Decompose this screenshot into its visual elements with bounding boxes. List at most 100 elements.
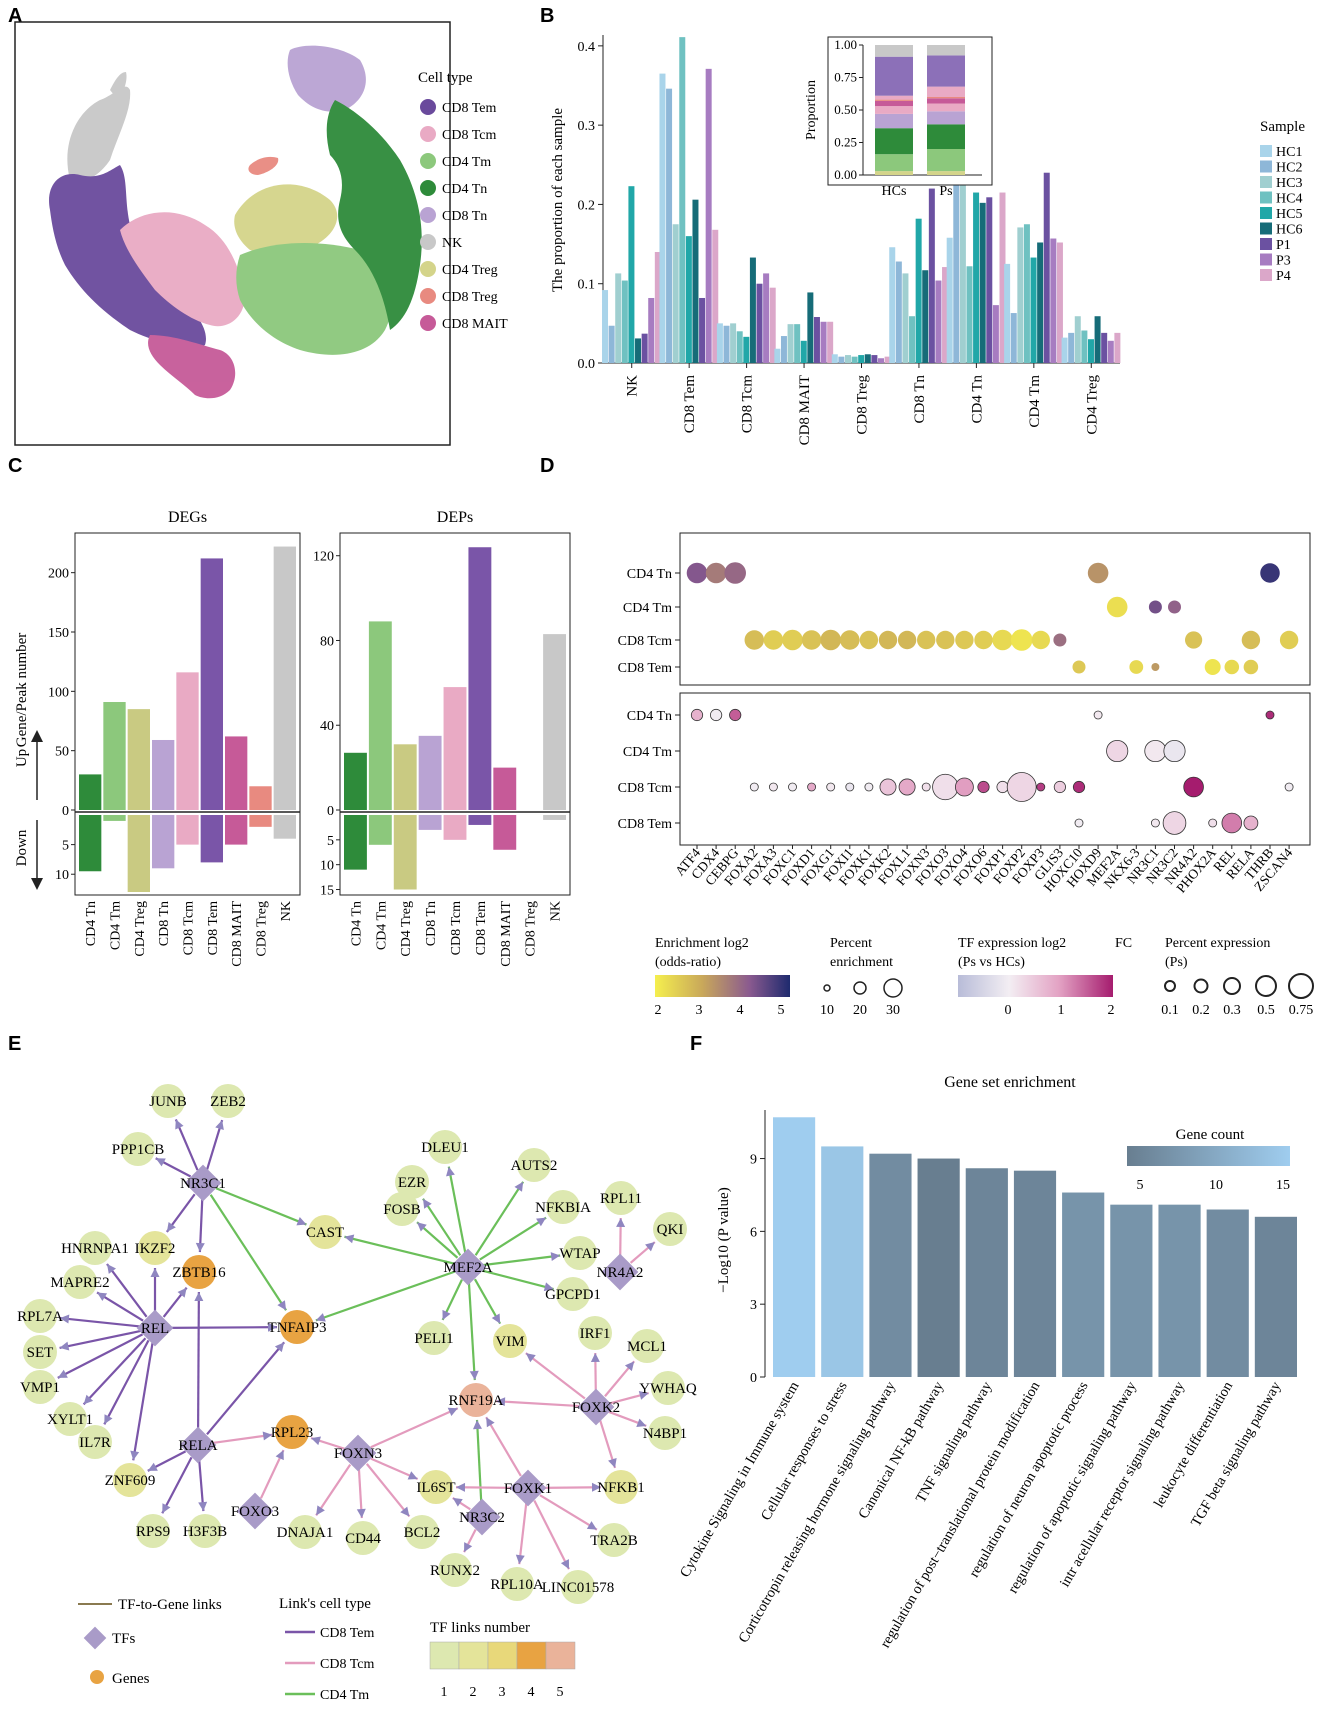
c-xtick-label: CD4 Treg — [133, 901, 148, 957]
f-bar — [773, 1117, 816, 1377]
network-gene-node — [405, 1515, 439, 1549]
d-expr-dot — [1072, 780, 1086, 794]
network-edge — [196, 1291, 200, 1432]
network-gene-node — [275, 1415, 309, 1449]
c-xtick-label: CD8 Tcm — [182, 901, 197, 955]
d-leg-pe-circle — [1164, 980, 1176, 992]
d-expr-dot — [898, 778, 916, 796]
b-legend-label: HC3 — [1276, 176, 1302, 191]
cluster-cd4-tn — [326, 100, 422, 330]
b-legend-swatch — [1260, 222, 1272, 235]
cell-type-legend-title: Cell type — [418, 70, 473, 86]
f-legend-tick: 5 — [1137, 1178, 1144, 1193]
network-arrowhead — [344, 1234, 355, 1244]
network-arrowhead — [543, 1282, 554, 1292]
network-gene-node — [23, 1335, 57, 1369]
inset-stack — [875, 171, 913, 175]
c-down-bar — [543, 815, 566, 820]
cluster-cd4-treg — [234, 184, 338, 254]
network-gene-node — [517, 1148, 551, 1182]
network-node-label: WTAP — [559, 1246, 600, 1262]
network-edge — [481, 1254, 561, 1267]
network-node-label: TNFAIP3 — [268, 1320, 327, 1336]
b-bar — [878, 358, 884, 363]
b-bar — [845, 355, 851, 363]
c-ytick-label: 10 — [320, 859, 334, 874]
network-arrowhead — [162, 1503, 171, 1514]
network-arrowhead — [645, 1242, 655, 1252]
d-enrich-dot — [1260, 563, 1280, 583]
b-bar — [608, 325, 615, 363]
network-edge — [370, 1407, 459, 1449]
c-xtick-label: CD8 Treg — [524, 901, 539, 957]
d-expr-dot — [1106, 739, 1129, 763]
c-down-bar — [344, 815, 367, 870]
d-leg-tf-tick: 1 — [1058, 1003, 1065, 1018]
c-frame — [74, 532, 301, 896]
d-expr-dot — [1208, 818, 1218, 828]
b-bar — [628, 186, 635, 363]
network-node-label: ZNF609 — [105, 1473, 156, 1489]
b-legend-swatch — [1260, 160, 1272, 173]
d-leg-enrich-bar — [655, 975, 790, 997]
network-gene-node — [561, 1570, 595, 1604]
network-node-label: NR3C2 — [459, 1510, 505, 1526]
network-node-label: REL — [141, 1321, 169, 1337]
b-bar — [902, 273, 909, 363]
inset-stack — [875, 100, 913, 107]
c-up-bar — [543, 634, 566, 810]
network-node-label: FOXO3 — [231, 1504, 279, 1520]
b-bar — [621, 280, 628, 363]
b-bar — [780, 336, 787, 363]
d-expr-dot — [1221, 812, 1243, 834]
e-legend-tfs: TFs — [112, 1631, 136, 1647]
d-row-label: CD8 Tcm — [618, 781, 672, 796]
network-gene-node — [428, 1130, 462, 1164]
f-bar — [1110, 1204, 1153, 1377]
f-ytick-label: 3 — [750, 1298, 757, 1313]
network-gene-node — [138, 1231, 172, 1265]
d-expr-dot — [1144, 739, 1167, 763]
legend-label: CD8 Tem — [442, 101, 496, 116]
c-ytick-label: 40 — [320, 719, 334, 734]
network-node-label: HNRNPA1 — [61, 1241, 129, 1257]
network-node-label: GPCPD1 — [545, 1287, 601, 1303]
e-legend-tflinks-tick: 5 — [557, 1685, 564, 1700]
network-edge — [161, 1456, 193, 1514]
network-node-label: FOXN3 — [334, 1446, 382, 1462]
b-bar — [794, 324, 801, 363]
d-enrich-dot — [1167, 600, 1182, 614]
cluster-nk-tail — [110, 72, 127, 100]
network-arrowhead — [267, 1322, 278, 1332]
cluster-cd8-mait — [148, 335, 236, 399]
network-edge — [518, 1501, 528, 1565]
c-down-bar — [418, 815, 442, 830]
network-gene-node — [346, 1521, 380, 1555]
network-node-label: FOXK2 — [572, 1400, 620, 1416]
network-edge — [474, 1181, 525, 1256]
network-node-label: QKI — [657, 1222, 684, 1238]
network-arrowhead — [194, 1291, 204, 1302]
c-up-label: Up — [14, 749, 30, 767]
network-node-label: RUNX2 — [430, 1563, 480, 1579]
d-leg-tf-fc: FC — [1115, 936, 1132, 951]
inset-stack — [927, 97, 965, 99]
d-enrich-dot — [1184, 631, 1203, 649]
f-xtick-label: Canonical NF-kB pathway — [856, 1378, 948, 1521]
network-tf-node — [449, 1248, 487, 1286]
b-bar — [800, 340, 807, 363]
d-expr-dot — [996, 780, 1009, 794]
d-leg-pe-title: Percent expression — [1165, 936, 1270, 951]
network-edge — [467, 1280, 476, 1381]
f-bar — [1013, 1170, 1057, 1377]
b-bar — [827, 321, 834, 363]
network-node-label: NFKBIA — [535, 1200, 591, 1216]
network-arrowhead — [515, 1554, 525, 1565]
legend-label: NK — [442, 236, 462, 251]
c-up-bar — [249, 786, 272, 810]
network-edge — [59, 1329, 142, 1349]
network-node-label: RELA — [178, 1438, 217, 1454]
d-expr-dot — [807, 782, 817, 792]
d-enrich-dot — [1106, 596, 1128, 618]
network-arrowhead — [274, 1342, 285, 1353]
